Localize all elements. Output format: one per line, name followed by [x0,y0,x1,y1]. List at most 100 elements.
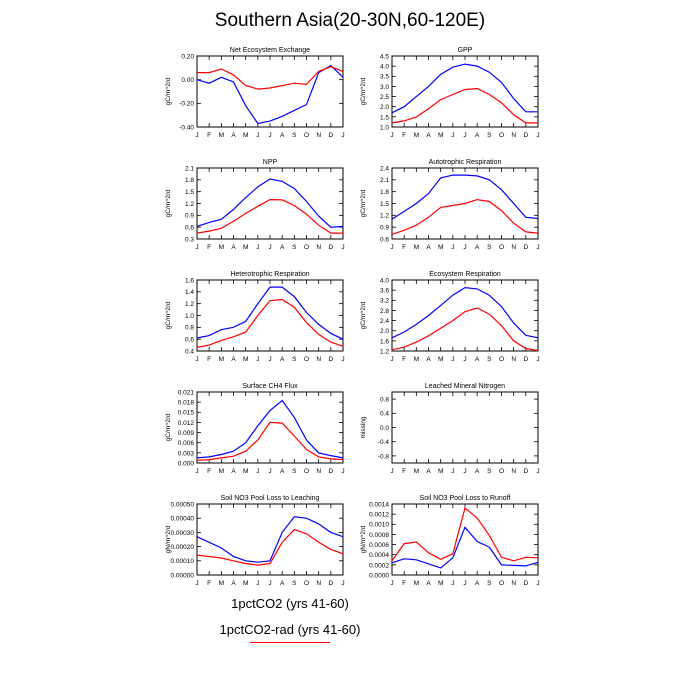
y-tick-label: 0.0 [380,425,389,432]
series-line-red [391,87,538,124]
x-tick-label: O [304,356,309,363]
x-tick-label: D [523,580,528,587]
x-tick-label: O [499,132,504,139]
y-tick-label: 3.5 [380,74,389,81]
x-tick-label: F [402,244,406,251]
x-tick-label: F [207,244,211,251]
y-tick-label: 0.00030 [171,530,195,537]
y-tick-label: 2.5 [380,94,389,101]
x-tick-label: J [268,356,271,363]
x-tick-label: J [195,244,198,251]
y-tick-label: -0.20 [179,101,194,108]
x-tick-label: S [292,356,297,363]
panel-8: Soil NO3 Pool Loss to Leaching 0.00050 0.0… [165,495,345,587]
x-tick-label: J [256,356,259,363]
x-tick-label: F [402,468,406,475]
x-tick-label: A [231,244,236,251]
y-tick-label: 0.6 [185,225,194,232]
series-line-blue [391,526,539,569]
x-tick-label: M [438,468,443,475]
y-tick-label: -0.8 [378,453,390,460]
x-tick-label: D [328,244,333,251]
x-tick-label: M [243,468,248,475]
y-tick-label: 0.0000 [369,572,389,579]
x-tick-label: J [390,132,393,139]
legend-label-blue: 1pctCO2 (yrs 41-60) [231,596,349,611]
panel-title: Net Ecosystem Exchange [230,47,310,54]
x-tick-label: O [304,244,309,251]
x-tick-label: N [316,580,321,587]
series-line-red [391,198,539,235]
y-tick-label: 0.012 [178,420,195,427]
series-line-blue [391,63,538,114]
x-tick-label: O [304,580,309,587]
y-tick-label: 1.4 [185,289,194,296]
y-axis-label: gC/m^2/d [165,301,172,329]
y-tick-label: 2.1 [185,165,194,172]
x-tick-label: F [402,356,406,363]
x-tick-label: S [487,356,492,363]
x-tick-label: J [536,468,539,475]
x-tick-label: J [463,356,466,363]
x-tick-label: D [523,132,528,139]
x-tick-label: J [390,580,393,587]
y-tick-label: 2.0 [380,104,389,111]
panel-title: Leached Mineral Nitrogen [425,383,505,390]
x-tick-label: M [438,244,443,251]
y-tick-label: 0.00050 [171,501,195,508]
x-tick-label: A [426,580,431,587]
x-tick-label: O [499,468,504,475]
y-tick-label: 0.9 [380,225,389,232]
x-tick-label: D [523,468,528,475]
x-tick-label: S [292,468,297,475]
x-tick-label: S [487,132,492,139]
x-tick-label: F [207,356,211,363]
x-tick-label: J [341,468,344,475]
y-axis-label: gC/m^2/d [165,189,172,217]
y-axis-label: gC/m^2/d [360,77,367,105]
y-tick-label: 0.8 [380,397,389,404]
x-tick-label: A [426,244,431,251]
plot-frame [196,279,344,352]
y-tick-label: 0.20 [181,53,194,60]
x-tick-label: O [499,356,504,363]
y-tick-label: 1.2 [380,348,389,355]
x-tick-label: J [463,468,466,475]
x-tick-label: M [414,132,419,139]
y-tick-label: 0.6 [380,236,389,243]
y-axis-label: gC/m^2/d [360,301,367,329]
y-axis-label: gC/m^2/d [165,413,172,441]
x-tick-label: S [292,580,297,587]
panel-title: Ecosystem Respiration [429,271,501,278]
y-tick-label: 0.00020 [171,544,195,551]
x-tick-label: F [402,580,406,587]
x-tick-label: F [207,132,211,139]
x-tick-label: M [243,244,248,251]
y-tick-label: 0.6 [185,337,194,344]
y-tick-label: 1.8 [380,189,389,196]
x-tick-label: J [536,132,539,139]
x-tick-label: N [316,244,321,251]
x-tick-label: M [438,356,443,363]
x-tick-label: J [256,244,259,251]
x-tick-label: J [268,468,271,475]
y-tick-label: 3.6 [380,288,389,295]
x-tick-label: J [536,356,539,363]
y-tick-label: 1.0 [380,124,389,131]
x-tick-label: S [292,132,297,139]
series-line-red [196,298,344,348]
x-tick-label: D [523,244,528,251]
panel-5: Ecosystem Respiration 4.0 3.6 3.2 2.8 2.4 2.0 1… [360,271,540,363]
y-axis-label: gC/m^2/d [360,189,367,217]
x-tick-label: O [499,580,504,587]
plot-frame [391,503,539,576]
x-tick-label: J [390,244,393,251]
y-tick-label: 0.4 [380,411,389,418]
series-line-blue [196,399,344,459]
x-tick-label: J [341,580,344,587]
panel-4: Heterotrophic Respiration 1.6 1.4 1.2 1.0 0.8… [165,271,345,363]
x-tick-label: M [438,580,443,587]
y-tick-label: 0.4 [185,348,194,355]
x-tick-label: J [268,132,271,139]
